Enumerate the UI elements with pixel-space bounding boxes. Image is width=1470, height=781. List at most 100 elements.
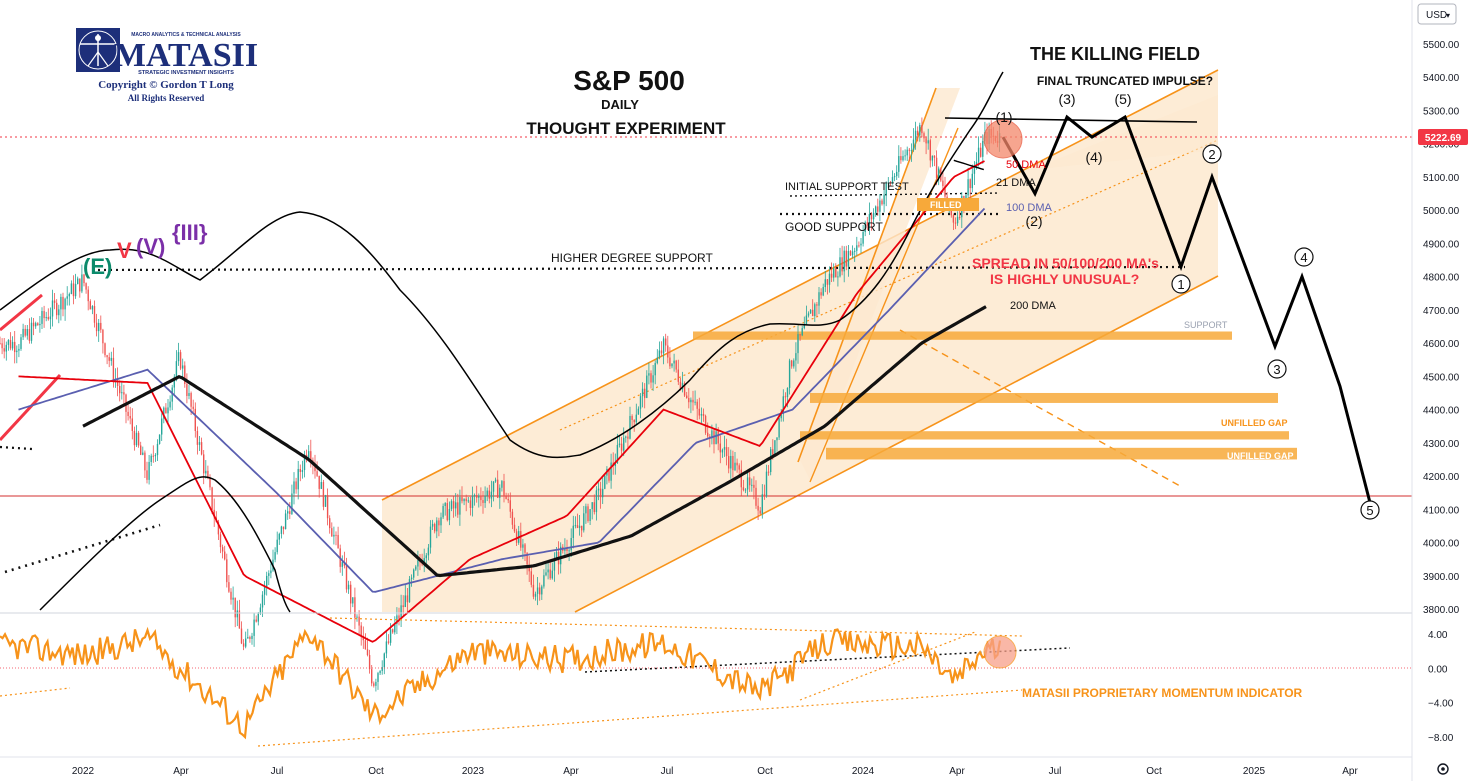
currency-button[interactable] [1417, 3, 1457, 25]
candle-body [862, 232, 864, 244]
candle-body [56, 302, 58, 316]
candle-body [912, 139, 915, 151]
candle-body [1, 343, 3, 349]
price-tick-label: 4400.00 [1423, 406, 1460, 417]
wave-circle-1: 1 [1171, 274, 1191, 294]
price-tick-label: 4000.00 [1423, 539, 1460, 550]
candle-body [746, 477, 749, 490]
candle-body [494, 479, 497, 482]
logo-copyright: Copyright © Gordon T Long [98, 79, 234, 91]
candle-body [740, 469, 742, 488]
candle-body [261, 594, 264, 608]
candle-body [759, 510, 761, 514]
candle-body [324, 495, 327, 507]
candle-body [507, 498, 509, 501]
candle-body [476, 495, 478, 498]
candle-body [156, 443, 159, 456]
lower-envelope [39, 476, 291, 613]
candle-body [870, 214, 873, 220]
candle-body [578, 525, 581, 528]
candle-body [830, 273, 833, 278]
candle-body [982, 141, 984, 157]
price-tick-label: 3800.00 [1423, 605, 1460, 616]
dma50-label: 50 DMA [1006, 159, 1046, 171]
candle-body [242, 643, 245, 647]
price-tick-label: 5400.00 [1423, 73, 1460, 84]
candle-body [788, 360, 791, 388]
candle-body [274, 552, 276, 560]
candle-body [814, 304, 816, 317]
candle-body [935, 157, 938, 179]
price-tick-label: 5100.00 [1423, 173, 1460, 184]
candle-body [0, 343, 1, 345]
time-tick-label: Jul [661, 766, 674, 777]
candle-body [308, 451, 310, 458]
candle-body [471, 495, 474, 508]
wave-2-paren-label: (2) [1025, 213, 1042, 229]
candle-body [969, 179, 971, 189]
candle-body [165, 407, 167, 414]
candle-body [553, 557, 556, 571]
candle-body [173, 376, 175, 388]
candle-body [482, 500, 484, 503]
zone-band [826, 447, 1297, 460]
candle-body [774, 440, 776, 455]
candle-body [291, 493, 293, 514]
candle-body [41, 311, 43, 324]
last-price-label: 5222.69 [1425, 133, 1462, 144]
candle-body [251, 635, 253, 639]
candle-body [772, 449, 774, 455]
candle-body [723, 447, 726, 450]
momentum-black-trend [584, 647, 1071, 673]
chevron-down-icon[interactable]: ▾ [1446, 11, 1450, 20]
candle-body [841, 257, 843, 272]
time-tick-label: Apr [949, 766, 965, 777]
candle-body [763, 494, 766, 497]
candle-body [662, 338, 665, 354]
time-tick-label: Apr [1342, 766, 1358, 777]
candle-body [675, 360, 677, 370]
candle-body [639, 396, 642, 409]
candle-body [757, 505, 759, 511]
candle-body [900, 156, 902, 161]
candle-body [3, 348, 5, 352]
candle-body [446, 503, 448, 521]
candle-body [140, 445, 142, 455]
candle-body [967, 179, 969, 196]
candle-body [925, 138, 927, 144]
candle-body [463, 498, 465, 502]
candle-body [931, 155, 934, 161]
candle-body [436, 520, 438, 532]
candle-body [692, 399, 694, 403]
candle-body [429, 526, 432, 548]
candle-body [203, 454, 205, 474]
candle-body [488, 490, 490, 499]
wave-circle-4: 4 [1294, 247, 1314, 267]
candle-body [933, 155, 936, 158]
candle-body [549, 569, 551, 579]
gear-icon[interactable] [1437, 763, 1449, 775]
candle-body [648, 373, 650, 376]
candle-body [492, 481, 495, 492]
momentum-pane [0, 617, 1412, 747]
candle-body [780, 413, 782, 419]
candle-body [644, 388, 646, 398]
candle-body [354, 597, 356, 618]
currency-button-label[interactable]: USD [1426, 10, 1447, 21]
candle-body [568, 550, 570, 552]
candle-body [753, 484, 755, 488]
candle-body [398, 615, 400, 619]
candle-body [389, 629, 392, 643]
support-label: SUPPORT [1184, 320, 1228, 330]
candle-body [623, 437, 625, 451]
logo-subtitle: STRATEGIC INVESTMENT INSIGHTS [138, 70, 234, 76]
candle-body [133, 430, 136, 446]
candle-body [417, 560, 419, 567]
candle-body [310, 451, 312, 461]
candle-body [16, 350, 18, 353]
candle-body [509, 500, 511, 512]
candle-body [238, 610, 241, 629]
candle-body [765, 471, 768, 497]
momentum-tick-label: 4.00 [1428, 630, 1448, 641]
